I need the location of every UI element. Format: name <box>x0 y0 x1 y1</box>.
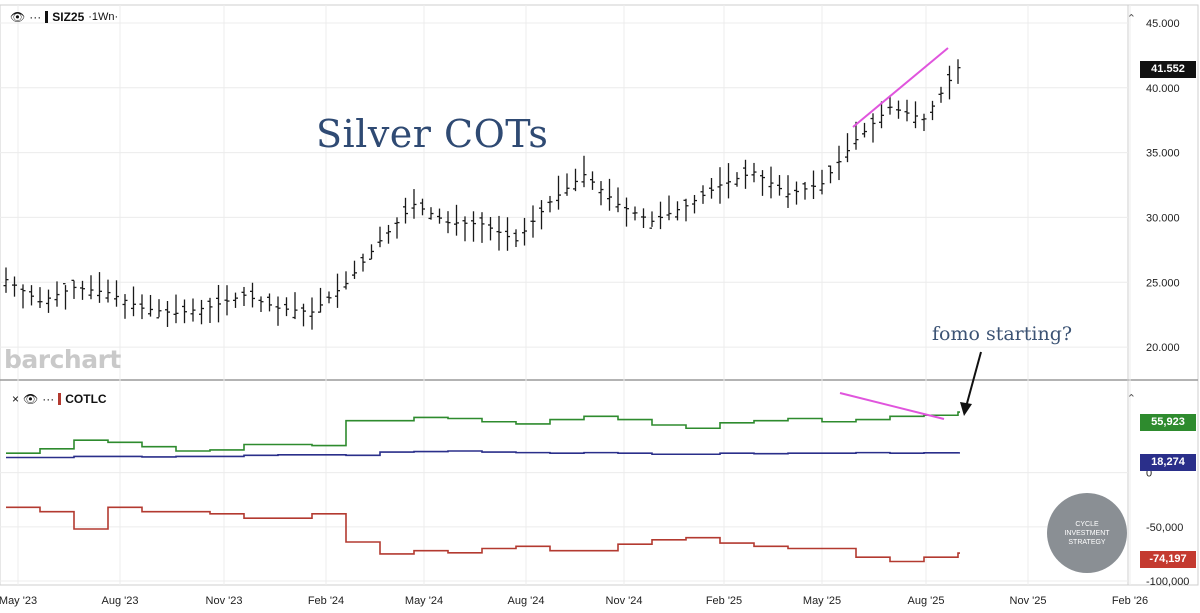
series-color-marker <box>58 393 62 405</box>
price-tick-label: 20.000 <box>1146 342 1180 354</box>
x-tick-label: Aug '25 <box>908 595 945 607</box>
fomo-arrow-line <box>965 351 982 408</box>
eye-icon[interactable]: 👁 <box>23 392 39 406</box>
series-color-marker <box>45 11 49 23</box>
price-tick-label: 40.000 <box>1146 83 1180 95</box>
eye-icon[interactable]: 👁 <box>10 10 26 24</box>
x-tick-label: Nov '24 <box>606 595 643 607</box>
chart-annotation-fomo: fomo starting? <box>932 323 1073 345</box>
price-tick-label: 45.000 <box>1146 18 1180 30</box>
price-tick-label: 35.000 <box>1146 148 1180 160</box>
indicator-tick-label: 0 <box>1146 468 1152 480</box>
indicator-series-line <box>6 411 960 454</box>
price-trend-line <box>852 47 949 128</box>
price-tick-label: 25.000 <box>1146 277 1180 289</box>
close-icon[interactable]: × <box>12 392 20 406</box>
green-series-last-tag: 55,923 <box>1140 414 1196 431</box>
logo-line-1: CYCLE <box>1075 520 1099 528</box>
symbol-label[interactable]: SIZ25 <box>52 10 85 24</box>
x-tick-label: Feb '25 <box>706 595 742 607</box>
indicator-series-line <box>6 506 960 563</box>
price-tick-label: 30.000 <box>1146 212 1180 224</box>
timeframe-label[interactable]: ·1Wn· <box>88 11 119 23</box>
indicator-trend-line <box>839 392 945 420</box>
x-tick-label: Feb '24 <box>308 595 344 607</box>
chart-annotation-title: Silver COTs <box>316 112 549 156</box>
x-tick-label: Nov '23 <box>206 595 243 607</box>
x-tick-label: May '24 <box>405 595 443 607</box>
price-header: 👁 ··· SIZ25 ·1Wn· <box>10 10 118 24</box>
x-tick-label: May '25 <box>803 595 841 607</box>
logo-line-2: INVESTMENT <box>1064 529 1110 537</box>
x-tick-label: Aug '24 <box>508 595 545 607</box>
fomo-arrow-head <box>960 402 972 416</box>
red-series-last-tag: -74,197 <box>1140 551 1196 568</box>
logo-line-3: STRATEGY <box>1068 538 1106 546</box>
chart-frame <box>0 4 1199 586</box>
indicator-series-line <box>6 450 960 459</box>
last-price-tag: 41.552 <box>1140 61 1196 78</box>
cycle-investment-logo: CYCLE INVESTMENT STRATEGY <box>1047 493 1127 573</box>
collapse-chevron-icon[interactable]: ⌃ <box>1126 13 1136 25</box>
x-tick-label: Feb '26 <box>1112 595 1148 607</box>
x-tick-label: Aug '23 <box>102 595 139 607</box>
indicator-tick-label: -50,000 <box>1146 522 1183 534</box>
more-icon[interactable]: ··· <box>42 392 55 406</box>
blue-series-last-tag: 18,274 <box>1140 454 1196 471</box>
more-icon[interactable]: ··· <box>29 10 42 24</box>
indicator-header: × 👁 ··· COTLC <box>12 392 107 406</box>
watermark-logo: barchart <box>4 345 121 374</box>
indicator-tick-label: -100,000 <box>1146 576 1189 588</box>
collapse-chevron-icon[interactable]: ⌃ <box>1126 393 1136 405</box>
x-tick-label: Nov '25 <box>1010 595 1047 607</box>
x-tick-label: May '23 <box>0 595 37 607</box>
indicator-label[interactable]: COTLC <box>65 392 107 406</box>
